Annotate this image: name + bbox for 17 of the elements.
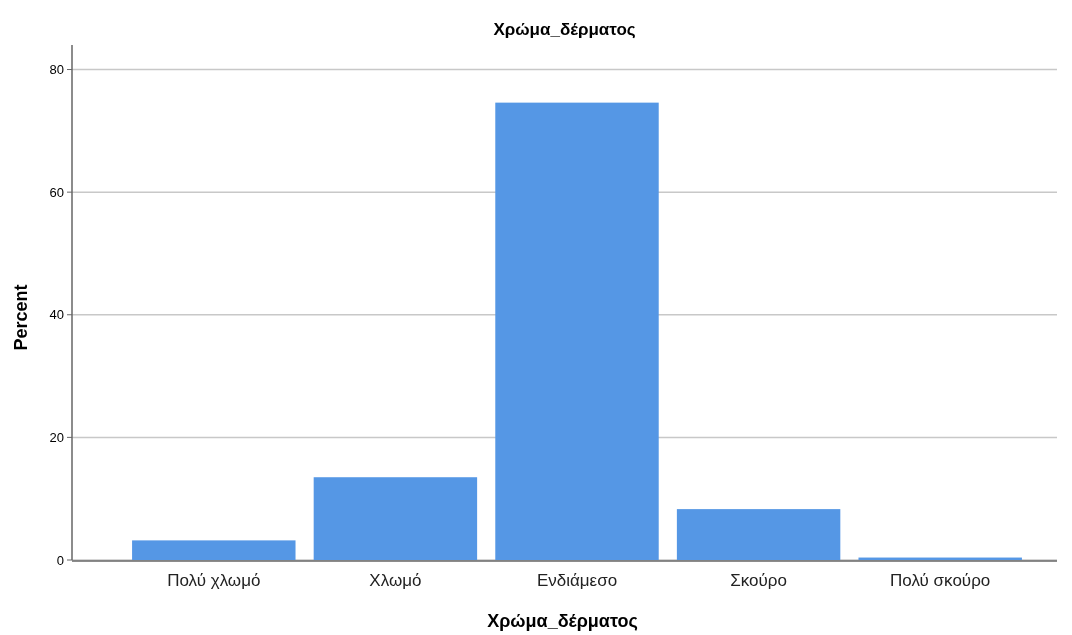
x-tick-label: Πολύ χλωμό xyxy=(167,571,261,590)
bar xyxy=(313,477,478,560)
x-tick-label: Ενδιάμεσο xyxy=(536,571,618,590)
x-tick-label: Πολύ σκούρο xyxy=(890,571,991,590)
y-tick-label: 60 xyxy=(49,184,64,200)
chart-title: Χρώμα_δέρματος xyxy=(493,20,636,39)
x-tick-label: Σκούρο xyxy=(730,571,787,590)
x-tick-label: Χλωμό xyxy=(369,571,422,590)
bar xyxy=(495,102,659,560)
y-tick-label: 80 xyxy=(49,62,64,78)
y-tick-label: 0 xyxy=(56,552,64,568)
bar xyxy=(132,540,296,560)
y-axis-title: Percent xyxy=(11,284,31,351)
bar xyxy=(676,509,841,560)
y-tick-label: 40 xyxy=(49,307,64,323)
y-tick-label: 20 xyxy=(49,429,64,445)
x-axis-title: Χρώμα_δέρματος xyxy=(487,611,638,631)
